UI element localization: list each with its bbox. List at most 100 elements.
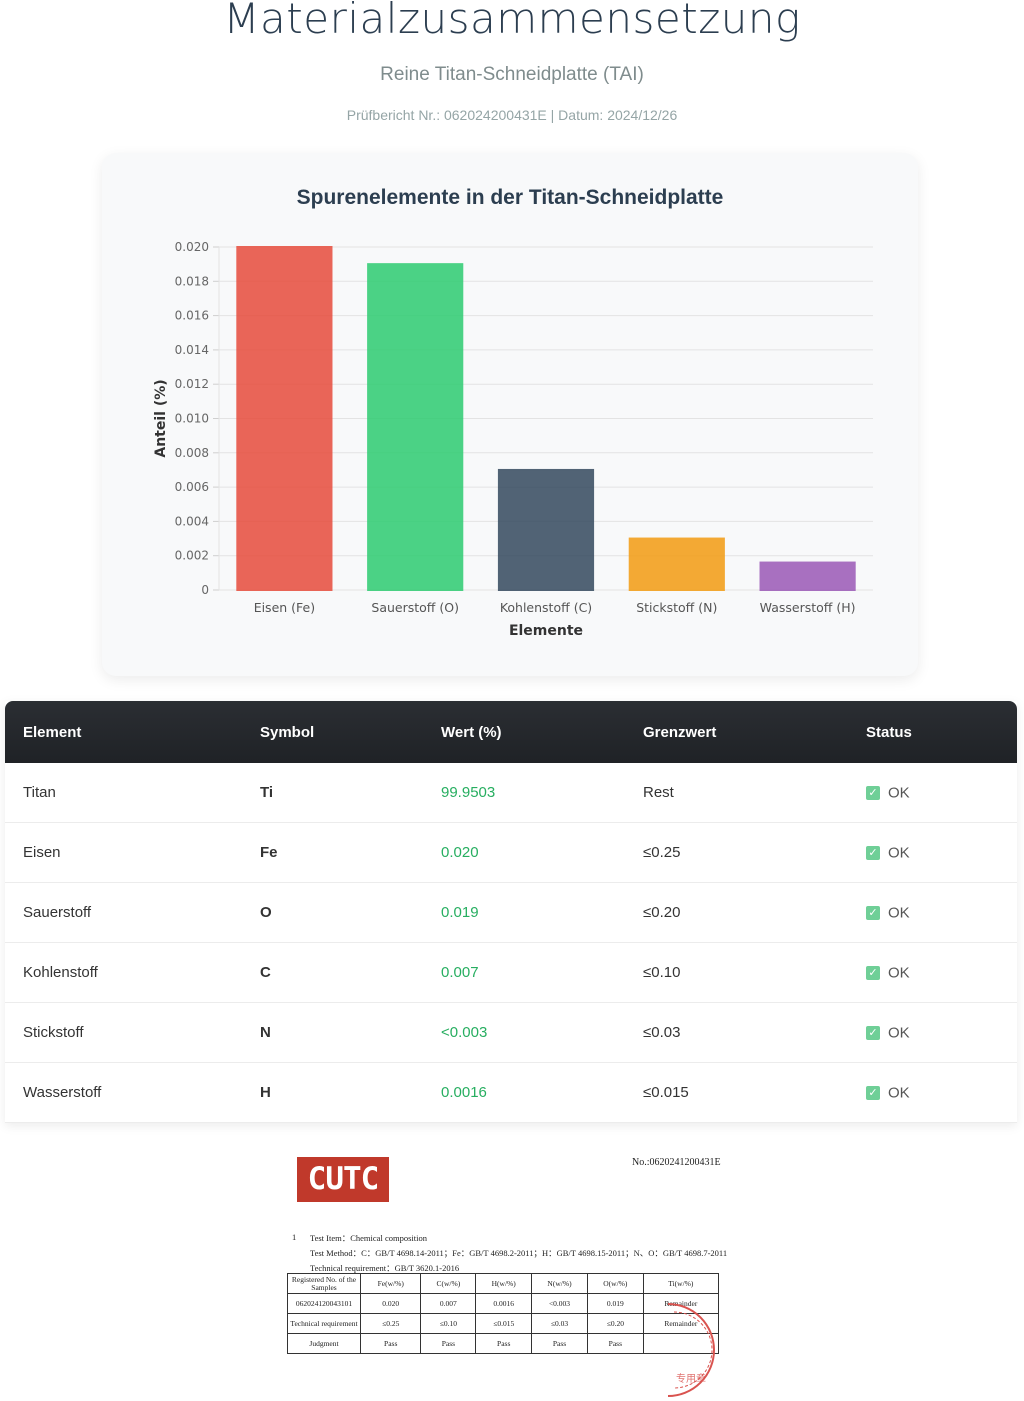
y-tick-label: 0.004: [175, 514, 209, 528]
table-row: Titan Ti 99.9503 Rest ✓ OK: [5, 763, 1017, 823]
status-label: OK: [888, 844, 910, 862]
chart-card: Spurenelemente in der Titan-Schneidplatt…: [102, 153, 918, 676]
doc-item-number: 1: [292, 1232, 297, 1242]
cell-status: ✓ OK: [848, 1002, 1017, 1063]
doc-header-cell: Fe(w/%): [359, 1273, 422, 1294]
cell-symbol: O: [242, 882, 423, 943]
doc-test-item: Test Item：Chemical composition: [310, 1233, 427, 1243]
checkmark-icon: ✓: [866, 1085, 880, 1100]
doc-cell: [642, 1333, 720, 1354]
bar-2: [367, 263, 464, 592]
cell-limit: ≤0.10: [625, 942, 848, 1003]
cell-element: Eisen: [5, 822, 242, 883]
y-tick-label: 0.014: [175, 343, 209, 357]
doc-header-cell: Ti(w/%): [642, 1273, 720, 1294]
cell-limit: ≤0.20: [625, 882, 848, 943]
cell-limit: Rest: [625, 763, 848, 823]
bar-chart: 0 0.002 0.004 0.006 0.008 0.010 0.012 0.014 0.01…: [153, 240, 873, 639]
doc-result-table: Registered No. of the Samples Fe(w/%) C(…: [287, 1273, 720, 1354]
doc-cell: Pass: [359, 1333, 422, 1354]
x-tick-label: Sauerstoff (O): [371, 600, 459, 615]
document-number: No.:0620241200431E: [632, 1157, 721, 1168]
doc-row: Technical requirement ≤0.25 ≤0.10 ≤0.015…: [287, 1313, 720, 1334]
x-tick-label: Kohlenstoff (C): [500, 600, 592, 615]
table-row: Eisen Fe 0.020 ≤0.25 ✓ OK: [5, 822, 1017, 883]
doc-cell: ≤0.25: [359, 1313, 422, 1334]
doc-cell: Technical requirement: [287, 1313, 361, 1334]
cell-status: ✓ OK: [848, 763, 1017, 823]
y-tick-label: 0.010: [175, 412, 209, 426]
cell-limit: ≤0.25: [625, 822, 848, 883]
doc-cell: Pass: [475, 1333, 533, 1354]
x-tick-label: Eisen (Fe): [254, 600, 315, 615]
doc-cell: 0.020: [359, 1293, 422, 1314]
cell-limit: ≤0.03: [625, 1002, 848, 1063]
table-row: Kohlenstoff C 0.007 ≤0.10 ✓ OK: [5, 942, 1017, 1003]
doc-cell: 0.007: [420, 1293, 477, 1314]
page-subtitle: Reine Titan-Schneidplatte (TAI): [380, 64, 644, 85]
doc-header-cell: C(w/%): [420, 1273, 477, 1294]
cell-element: Titan: [5, 763, 242, 823]
cell-value: <0.003: [423, 1002, 625, 1063]
y-tick-label: 0.008: [175, 446, 209, 460]
cell-element: Wasserstoff: [5, 1062, 242, 1123]
doc-header-row: Registered No. of the Samples Fe(w/%) C(…: [287, 1273, 720, 1294]
doc-row: 062024120043101 0.020 0.007 0.0016 <0.00…: [287, 1293, 720, 1314]
x-tick-label: Stickstoff (N): [636, 600, 717, 615]
header-limit: Grenzwert: [625, 701, 848, 763]
doc-header-cell: Registered No. of the Samples: [287, 1273, 361, 1294]
svg-text:专用章: 专用章: [676, 1372, 706, 1385]
seal-stamp: 专用章: [667, 1303, 715, 1397]
cell-symbol: Fe: [242, 822, 423, 883]
checkmark-icon: ✓: [866, 845, 880, 860]
status-label: OK: [888, 964, 910, 982]
doc-cell: ≤0.10: [420, 1313, 477, 1334]
cell-status: ✓ OK: [848, 882, 1017, 943]
checkmark-icon: ✓: [866, 785, 880, 800]
table-header-row: Element Symbol Wert (%) Grenzwert Status: [5, 701, 1017, 763]
doc-cell: Judgment: [287, 1333, 361, 1354]
checkmark-icon: ✓: [866, 905, 880, 920]
y-tick-label: 0.016: [175, 309, 209, 323]
cell-value: 0.020: [423, 822, 625, 883]
bar-5: [759, 561, 856, 591]
cell-symbol: C: [242, 942, 423, 1003]
status-label: OK: [888, 784, 910, 802]
cell-symbol: N: [242, 1002, 423, 1063]
doc-test-method: Test Method：C：GB/T 4698.14-2011；Fe：GB/T …: [310, 1248, 728, 1258]
cutc-logo: CUTC: [297, 1157, 389, 1202]
x-axis-title: Elemente: [509, 623, 583, 639]
table-row: Stickstoff N <0.003 ≤0.03 ✓ OK: [5, 1002, 1017, 1063]
cell-value: 0.007: [423, 942, 625, 1003]
cell-value: 0.0016: [423, 1062, 625, 1123]
doc-cell: 0.019: [586, 1293, 644, 1314]
y-tick-label: 0.020: [175, 240, 209, 254]
doc-header-cell: O(w/%): [586, 1273, 644, 1294]
doc-cell: Pass: [531, 1333, 588, 1354]
page-title: Materialzusammensetzung: [223, 0, 801, 43]
cell-element: Stickstoff: [5, 1002, 242, 1063]
cell-element: Kohlenstoff: [5, 942, 242, 1003]
doc-header-cell: N(w/%): [531, 1273, 588, 1294]
doc-cell: ≤0.03: [531, 1313, 588, 1334]
y-tick-label: 0.006: [175, 480, 209, 494]
bar-3: [497, 468, 595, 592]
doc-cell: <0.003: [531, 1293, 588, 1314]
header-symbol: Symbol: [242, 701, 423, 763]
doc-cell: 062024120043101: [287, 1293, 361, 1314]
header-status: Status: [848, 701, 1017, 763]
doc-row: Judgment Pass Pass Pass Pass Pass: [287, 1333, 720, 1354]
doc-technical-requirement: Technical requirement：GB/T 3620.1-2016: [310, 1263, 460, 1273]
doc-cell: ≤0.20: [586, 1313, 644, 1334]
chart-title: Spurenelemente in der Titan-Schneidplatt…: [296, 186, 724, 209]
status-label: OK: [888, 904, 910, 922]
composition-table: Element Symbol Wert (%) Grenzwert Status…: [5, 701, 1017, 1123]
status-label: OK: [888, 1024, 910, 1042]
header-element: Element: [5, 701, 242, 763]
cell-status: ✓ OK: [848, 822, 1017, 883]
doc-cell: 0.0016: [475, 1293, 533, 1314]
table-row: Wasserstoff H 0.0016 ≤0.015 ✓ OK: [5, 1062, 1017, 1123]
cell-value: 99.9503: [423, 763, 625, 823]
cell-symbol: H: [242, 1062, 423, 1123]
checkmark-icon: ✓: [866, 1025, 880, 1040]
